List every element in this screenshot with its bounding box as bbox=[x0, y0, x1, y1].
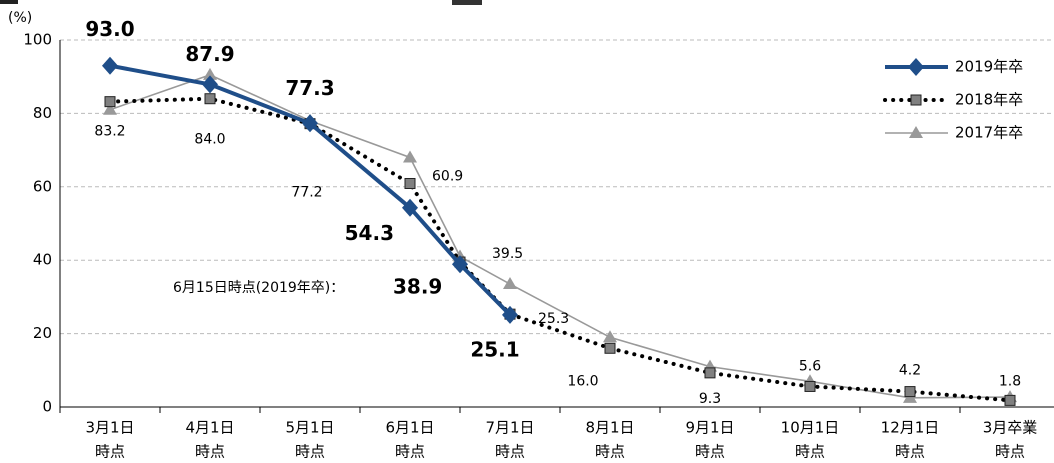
x-tick-label: 時点 bbox=[995, 443, 1025, 461]
series-line bbox=[109, 63, 512, 317]
point-marker bbox=[502, 305, 518, 324]
point-marker bbox=[103, 102, 117, 115]
value-label: 25.1 bbox=[470, 337, 519, 361]
point-marker bbox=[910, 94, 922, 106]
value-label: 4.2 bbox=[899, 363, 921, 379]
point-marker bbox=[104, 96, 116, 108]
point-marker bbox=[1004, 394, 1016, 406]
x-tick-label: 時点 bbox=[595, 443, 625, 461]
x-tick-label: 8月1日 bbox=[585, 419, 634, 437]
x-tick-label: 7月1日 bbox=[485, 419, 534, 437]
y-tick-label: 40 bbox=[33, 251, 52, 269]
value-label: 77.2 bbox=[291, 185, 322, 201]
point-marker bbox=[202, 75, 218, 94]
point-marker bbox=[503, 277, 517, 290]
value-label: 16.0 bbox=[567, 373, 598, 389]
series-line bbox=[109, 74, 1011, 399]
x-tick-label: 時点 bbox=[395, 443, 425, 461]
value-label: 5.6 bbox=[799, 358, 821, 374]
point-marker bbox=[404, 177, 416, 189]
legend-label: 2018年卒 bbox=[955, 91, 1023, 109]
point-marker bbox=[203, 67, 217, 80]
point-marker bbox=[403, 150, 417, 163]
x-tick-label: 時点 bbox=[195, 443, 225, 461]
point-marker bbox=[302, 114, 318, 133]
point-marker bbox=[452, 255, 468, 274]
value-label: 1.8 bbox=[999, 373, 1021, 389]
point-marker bbox=[603, 330, 617, 343]
point-marker bbox=[908, 58, 924, 76]
point-marker bbox=[904, 386, 916, 398]
x-tick-label: 時点 bbox=[695, 443, 725, 461]
value-label: 9.3 bbox=[699, 391, 721, 407]
y-axis-label: (%) bbox=[8, 10, 32, 26]
y-tick-label: 100 bbox=[23, 31, 52, 49]
value-label: 25.3 bbox=[538, 311, 569, 327]
annotation: 6月15日時点(2019年卒)： bbox=[173, 280, 344, 296]
point-marker bbox=[402, 198, 418, 217]
x-tick-label: 時点 bbox=[895, 443, 925, 461]
crop-mark bbox=[0, 0, 18, 4]
value-label: 83.2 bbox=[94, 124, 125, 140]
legend-label: 2017年卒 bbox=[955, 124, 1023, 142]
crop-mark bbox=[452, 0, 482, 5]
x-tick-label: 5月1日 bbox=[285, 419, 334, 437]
y-tick-label: 0 bbox=[42, 398, 52, 416]
value-label: 93.0 bbox=[85, 17, 134, 41]
x-tick-label: 時点 bbox=[795, 443, 825, 461]
point-marker bbox=[102, 56, 118, 75]
y-tick-label: 20 bbox=[33, 324, 52, 342]
value-label: 87.9 bbox=[185, 42, 234, 66]
value-label: 38.9 bbox=[393, 275, 442, 299]
x-tick-label: 12月1日 bbox=[881, 419, 940, 437]
value-label: 39.5 bbox=[492, 246, 523, 262]
point-marker bbox=[804, 380, 816, 392]
value-label: 54.3 bbox=[345, 221, 394, 245]
legend-label: 2019年卒 bbox=[955, 58, 1023, 76]
x-tick-label: 6月1日 bbox=[385, 419, 434, 437]
point-marker bbox=[704, 367, 716, 379]
value-label: 60.9 bbox=[432, 168, 463, 184]
value-label: 77.3 bbox=[285, 76, 334, 100]
point-marker bbox=[204, 93, 216, 105]
point-marker bbox=[604, 342, 616, 354]
x-tick-label: 3月卒業 bbox=[983, 419, 1038, 437]
x-tick-label: 9月1日 bbox=[685, 419, 734, 437]
x-tick-label: 時点 bbox=[495, 443, 525, 461]
point-marker bbox=[909, 126, 923, 138]
series-line bbox=[108, 96, 1012, 403]
x-tick-label: 時点 bbox=[95, 443, 125, 461]
x-tick-label: 10月1日 bbox=[781, 419, 840, 437]
x-tick-label: 時点 bbox=[295, 443, 325, 461]
x-tick-label: 3月1日 bbox=[85, 419, 134, 437]
x-tick-label: 4月1日 bbox=[185, 419, 234, 437]
y-tick-label: 80 bbox=[33, 104, 52, 122]
value-label: 84.0 bbox=[194, 132, 225, 148]
y-tick-label: 60 bbox=[33, 177, 52, 195]
